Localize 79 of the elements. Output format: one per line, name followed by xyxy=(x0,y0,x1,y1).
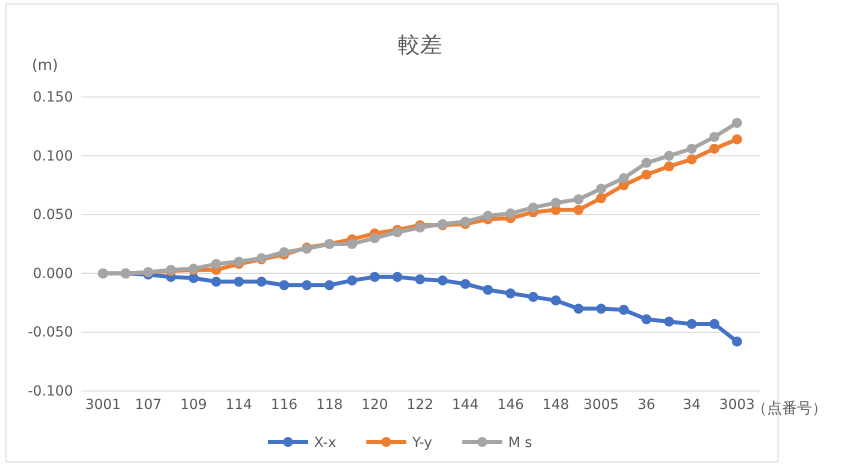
y-tick-label: 0.150 xyxy=(32,89,73,106)
point xyxy=(573,194,584,204)
point xyxy=(664,161,674,172)
x-tick-label: 122 xyxy=(406,396,434,413)
point xyxy=(211,276,222,287)
point xyxy=(664,316,674,327)
point xyxy=(550,295,561,306)
point xyxy=(596,184,606,194)
point xyxy=(709,132,720,142)
point xyxy=(732,336,742,347)
point xyxy=(732,134,742,144)
x-tick-label: 148 xyxy=(542,396,570,413)
y-tick-label: -0.100 xyxy=(28,383,73,400)
point xyxy=(528,202,538,213)
x-tick-label: 109 xyxy=(180,396,207,413)
point xyxy=(550,198,561,208)
point xyxy=(641,170,652,180)
point xyxy=(641,158,652,168)
x-tick-label: 36 xyxy=(638,396,656,413)
x-tick-label: 3001 xyxy=(85,396,121,413)
point xyxy=(686,318,697,330)
y-tick-label: 0.050 xyxy=(32,207,73,224)
point xyxy=(709,144,720,154)
point xyxy=(414,222,426,233)
point xyxy=(506,208,516,218)
point xyxy=(618,304,629,315)
point xyxy=(211,258,222,270)
point xyxy=(370,272,380,282)
point xyxy=(686,154,697,164)
point xyxy=(596,304,606,314)
point xyxy=(482,210,493,221)
x-tick-label: 107 xyxy=(134,396,162,413)
point xyxy=(414,274,426,284)
x-tick-label: 114 xyxy=(225,396,252,413)
legend-label: Y-y xyxy=(411,435,432,451)
y-tick-label: 0.000 xyxy=(32,266,73,282)
legend-label: X-x xyxy=(314,435,336,451)
point xyxy=(188,273,199,284)
point xyxy=(528,292,538,302)
x-tick-label: 3005 xyxy=(583,396,619,413)
point xyxy=(686,144,697,154)
point xyxy=(460,278,470,290)
point xyxy=(641,314,652,324)
chart-title: 較差 xyxy=(398,33,442,58)
point xyxy=(370,233,380,244)
point xyxy=(392,227,402,238)
point xyxy=(732,118,742,128)
point xyxy=(664,150,674,161)
point xyxy=(709,318,720,330)
point xyxy=(302,280,312,290)
point xyxy=(256,276,267,287)
x-tick-label: 120 xyxy=(361,396,388,413)
point xyxy=(573,204,584,215)
point xyxy=(460,216,470,227)
x-tick-label: 116 xyxy=(270,396,298,413)
point xyxy=(482,284,493,295)
x-axis-title: （点番号） xyxy=(752,399,827,417)
point xyxy=(324,280,334,290)
x-tick-label: 3003 xyxy=(719,396,755,413)
point xyxy=(506,288,516,298)
point xyxy=(234,256,244,267)
x-tick-label: 34 xyxy=(682,396,701,413)
x-tick-label: 118 xyxy=(316,396,343,413)
y-axis-title: (m) xyxy=(32,56,58,74)
point xyxy=(234,276,244,287)
legend-label: M s xyxy=(508,435,532,451)
point xyxy=(573,304,584,314)
point xyxy=(438,275,448,286)
point xyxy=(596,193,606,204)
point xyxy=(347,238,358,250)
point xyxy=(279,247,290,258)
point xyxy=(618,173,629,184)
point xyxy=(392,272,402,282)
y-tick-label: -0.050 xyxy=(28,324,73,341)
x-tick-label: 144 xyxy=(452,396,479,413)
x-tick-label: 146 xyxy=(497,396,524,413)
point xyxy=(279,280,290,290)
point xyxy=(347,275,358,286)
y-tick-label: 0.100 xyxy=(32,148,73,164)
